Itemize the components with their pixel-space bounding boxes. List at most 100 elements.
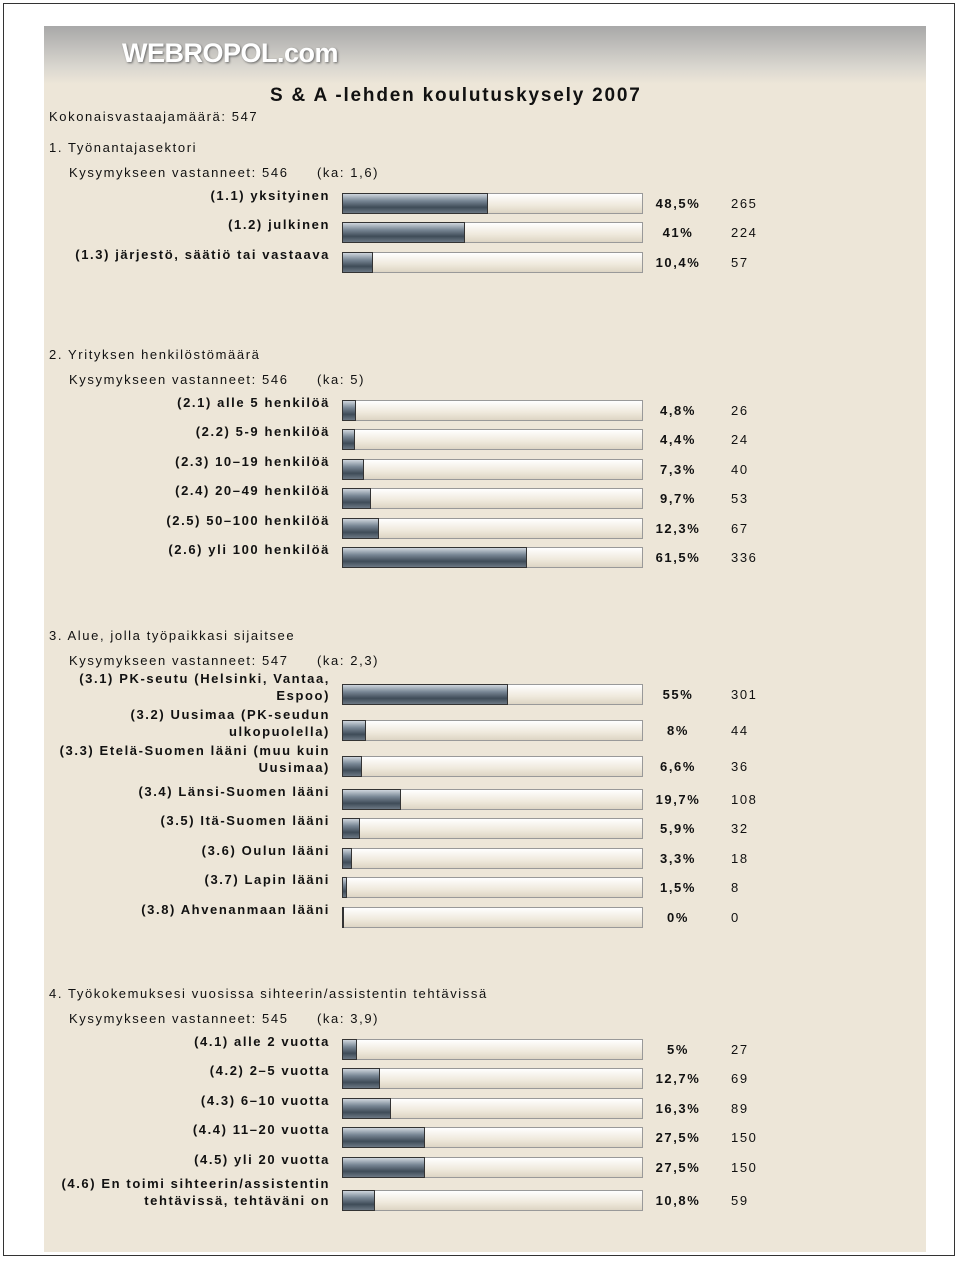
count: 336 — [731, 550, 758, 566]
option-label: (1.2) julkinen — [228, 217, 330, 233]
question-title: 4. Työkokemuksesi vuosissa sihteerin/ass… — [49, 986, 488, 1001]
percent: 55% — [662, 687, 694, 702]
bar-track — [342, 877, 643, 899]
percent: 12,7% — [655, 1071, 701, 1087]
banner — [44, 26, 926, 84]
count: 36 — [731, 759, 749, 774]
count: 18 — [731, 850, 749, 866]
percent: 48,5% — [655, 195, 701, 211]
count: 0 — [731, 909, 740, 925]
bar-track — [342, 847, 643, 869]
percent: 5,9% — [659, 821, 697, 837]
bar — [342, 788, 402, 810]
bar — [342, 1127, 425, 1149]
option-label: (3.3) Etelä-Suomen lääni (muu kuin — [59, 742, 330, 758]
question-title: 1. Työnantajasektori — [49, 140, 198, 155]
count: 8 — [731, 880, 740, 896]
bar-track — [342, 429, 643, 451]
bar — [342, 906, 344, 928]
option-label: (4.6) En toimi sihteerin/assistentin — [61, 1176, 330, 1191]
bar-track — [342, 251, 643, 273]
total: Kokonaisvastaajamäärä: 547 — [49, 109, 259, 124]
question-title: 3. Alue, jolla työpaikkasi sijaitsee — [49, 628, 296, 643]
percent: 3,3% — [659, 850, 697, 866]
bar — [342, 458, 364, 480]
option-label: (2.3) 10–19 henkilöä — [175, 453, 330, 469]
percent: 10,8% — [655, 1192, 701, 1208]
bar-track — [342, 1189, 643, 1211]
count: 53 — [731, 491, 749, 507]
option-label: (2.2) 5-9 henkilöä — [195, 424, 330, 440]
answered: Kysymykseen vastanneet: 546 — [69, 372, 289, 387]
bar — [342, 251, 374, 273]
count: 26 — [731, 402, 749, 418]
count: 24 — [731, 432, 749, 448]
mean: (ka: 1,6) — [317, 165, 380, 180]
answered: Kysymykseen vastanneet: 546 — [69, 165, 289, 180]
bar-track — [342, 720, 643, 741]
question-title: 2. Yrityksen henkilöstömäärä — [49, 347, 261, 362]
count: 108 — [731, 791, 758, 807]
option-label: (2.5) 50–100 henkilöä — [166, 512, 330, 528]
count: 40 — [731, 461, 749, 477]
option-label: (4.2) 2–5 vuotta — [209, 1063, 330, 1079]
bar-track — [342, 818, 643, 840]
bar-track — [342, 1068, 643, 1090]
count: 59 — [731, 1192, 749, 1208]
answered: Kysymykseen vastanneet: 545 — [69, 1011, 289, 1026]
count: 27 — [731, 1041, 749, 1057]
percent: 7,3% — [659, 461, 697, 477]
option-label: (3.5) Itä-Suomen lääni — [160, 813, 330, 829]
bar — [342, 192, 488, 214]
percent: 1,5% — [659, 880, 697, 896]
bar — [342, 1189, 375, 1211]
count: 265 — [731, 195, 758, 211]
percent: 9,7% — [659, 491, 697, 507]
count: 301 — [731, 687, 758, 702]
bar-track — [342, 458, 643, 480]
option-label: (3.4) Länsi-Suomen lääni — [138, 783, 330, 799]
option-label: Espoo) — [276, 687, 330, 703]
bar-track — [342, 517, 643, 539]
percent: 8% — [667, 723, 689, 738]
bar — [342, 222, 466, 244]
option-label: (3.1) PK-seutu (Helsinki, Vantaa, — [79, 670, 330, 686]
bar — [342, 1156, 425, 1178]
option-label: (2.4) 20–49 henkilöä — [175, 483, 330, 499]
bar — [342, 877, 347, 899]
option-label: Uusimaa) — [258, 759, 330, 775]
count: 32 — [731, 821, 749, 837]
option-label: (1.3) järjestö, säätiö tai vastaava — [75, 246, 330, 262]
bar — [342, 684, 508, 705]
percent: 12,3% — [655, 520, 701, 536]
option-label: (2.1) alle 5 henkilöä — [177, 394, 330, 410]
option-label: (3.7) Lapin lääni — [204, 872, 330, 888]
option-label: (1.1) yksityinen — [210, 187, 330, 203]
percent: 27,5% — [655, 1130, 701, 1146]
bar — [342, 847, 352, 869]
bar — [342, 517, 380, 539]
percent: 16,3% — [655, 1100, 701, 1116]
option-label: (2.6) yli 100 henkilöä — [168, 542, 330, 558]
option-label: (3.2) Uusimaa (PK-seudun — [130, 706, 330, 722]
percent: 4,4% — [659, 432, 697, 448]
percent: 10,4% — [655, 254, 701, 270]
bar — [342, 547, 528, 569]
option-label: (3.6) Oulun lääni — [201, 842, 330, 858]
title: S & A -lehden koulutuskysely 2007 — [270, 85, 642, 106]
percent: 5% — [667, 1041, 689, 1057]
percent: 0% — [667, 909, 689, 925]
bar — [342, 1097, 392, 1119]
bar — [342, 1038, 358, 1060]
option-label: (4.1) alle 2 vuotta — [194, 1033, 330, 1049]
percent: 19,7% — [655, 791, 701, 807]
mean: (ka: 5) — [317, 372, 366, 387]
percent: 4,8% — [659, 402, 697, 418]
page: WEBROPOL.com S & A -lehden koulutuskysel… — [3, 3, 955, 1256]
bar — [342, 429, 356, 451]
bar-track — [342, 1038, 643, 1060]
count: 150 — [731, 1130, 758, 1146]
option-label: (4.3) 6–10 vuotta — [200, 1092, 330, 1108]
percent: 61,5% — [655, 550, 701, 566]
option-label: tehtävissä, tehtäväni on — [144, 1193, 330, 1208]
